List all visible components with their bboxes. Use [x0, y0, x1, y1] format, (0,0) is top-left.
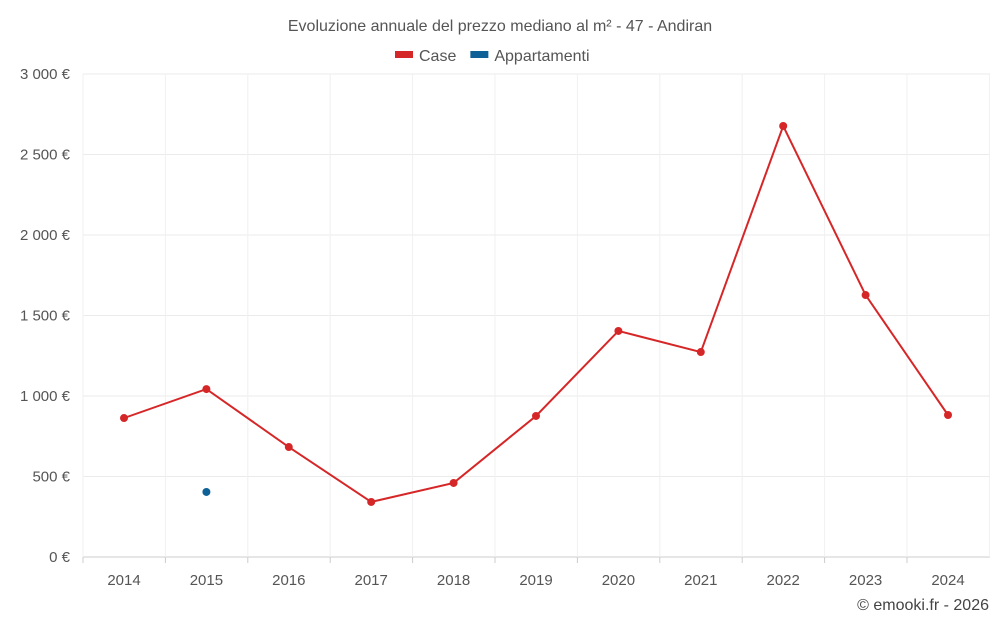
series	[120, 122, 952, 506]
credit: © emooki.fr - 2026	[857, 597, 989, 614]
legend-swatch	[470, 51, 489, 58]
x-tick-label: 2014	[107, 572, 140, 589]
data-point[interactable]	[614, 326, 623, 335]
data-point[interactable]	[532, 411, 540, 420]
data-point[interactable]	[120, 414, 128, 423]
legend-label: Appartamenti	[494, 48, 589, 65]
x-tick-label: 2017	[355, 572, 388, 589]
x-tick-label: 2016	[272, 572, 305, 589]
x-axis: 2014 2015 2016 2017 2018 2019 2020 2021 2022 2023…	[82, 557, 965, 589]
data-point[interactable]	[202, 487, 211, 496]
grid	[82, 73, 990, 558]
y-tick-label: 1 000 €	[20, 388, 71, 405]
legend: Case Appartamenti	[395, 48, 590, 65]
data-point[interactable]	[449, 478, 458, 487]
x-tick-label: 2023	[849, 572, 882, 589]
x-tick-label: 2018	[437, 572, 470, 589]
series-appartamenti	[202, 487, 211, 496]
legend-swatch	[395, 51, 413, 58]
y-tick-label: 500 €	[32, 469, 70, 486]
y-tick-label: 2 500 €	[20, 147, 71, 164]
data-point[interactable]	[202, 385, 211, 394]
y-tick-label: 1 500 €	[20, 308, 71, 325]
x-tick-label: 2021	[684, 572, 717, 589]
legend-item-appartamenti[interactable]: Appartamenti	[470, 48, 590, 65]
x-tick-label: 2019	[519, 572, 552, 589]
y-tick-label: 0 €	[49, 549, 71, 566]
data-point[interactable]	[696, 348, 705, 357]
x-tick-label: 2015	[190, 572, 223, 589]
x-tick-label: 2022	[767, 572, 800, 589]
data-point[interactable]	[944, 410, 952, 419]
y-tick-label: 3 000 €	[20, 66, 71, 83]
legend-item-case[interactable]: Case	[395, 48, 456, 65]
y-tick-label: 2 000 €	[20, 227, 71, 244]
y-axis: 0 € 500 € 1 000 € 1 500 € 2 000 € 2 500 € 3 00…	[20, 66, 71, 566]
legend-label: Case	[419, 48, 456, 65]
data-point[interactable]	[284, 443, 293, 452]
chart-title: Evoluzione annuale del prezzo mediano al…	[288, 18, 712, 35]
data-point[interactable]	[779, 122, 788, 131]
data-point[interactable]	[861, 291, 870, 300]
x-tick-label: 2024	[931, 572, 964, 589]
data-point[interactable]	[367, 497, 376, 506]
series-case	[120, 122, 952, 506]
x-tick-label: 2020	[602, 572, 635, 589]
